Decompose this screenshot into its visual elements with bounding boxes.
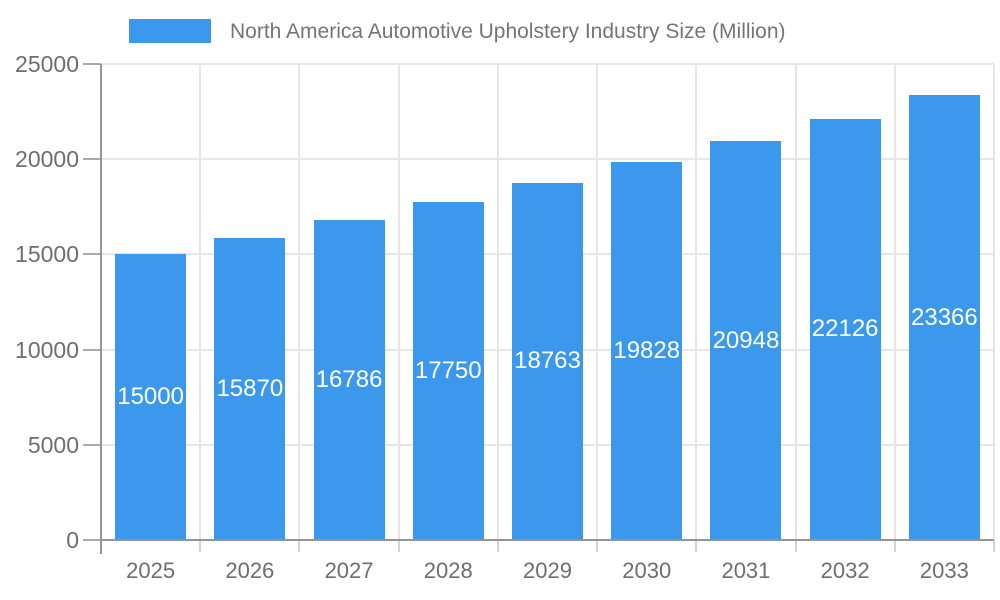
x-gridline bbox=[496, 64, 499, 540]
x-axis-baseline bbox=[100, 539, 994, 541]
legend-swatch bbox=[129, 19, 211, 43]
x-axis-label: 2032 bbox=[820, 558, 870, 583]
y-axis-tick bbox=[83, 253, 101, 256]
x-gridline bbox=[993, 64, 995, 540]
y-gridline bbox=[101, 158, 994, 161]
bar bbox=[412, 202, 484, 540]
y-axis-label: 5000 bbox=[27, 431, 79, 458]
x-gridline bbox=[794, 64, 797, 540]
x-axis-label: 2031 bbox=[721, 558, 771, 583]
bar bbox=[512, 182, 583, 540]
x-axis-label: 2028 bbox=[423, 558, 473, 583]
bar-value-label: 18763 bbox=[514, 347, 581, 375]
bar-value-label: 20948 bbox=[712, 326, 780, 354]
x-gridline bbox=[298, 64, 301, 540]
y-axis-label: 25000 bbox=[15, 51, 79, 77]
bar-value-label: 16786 bbox=[315, 366, 383, 394]
x-gridline bbox=[695, 64, 698, 540]
x-category-tick bbox=[695, 540, 698, 552]
chart-legend: North America Automotive Upholstery Indu… bbox=[0, 0, 1000, 56]
y-axis-label: 15000 bbox=[15, 241, 79, 268]
x-category-tick bbox=[993, 540, 995, 552]
x-category-tick bbox=[298, 540, 301, 552]
x-category-tick bbox=[496, 540, 499, 552]
bar-value-label: 23366 bbox=[911, 303, 978, 331]
x-gridline bbox=[596, 64, 599, 540]
x-axis-label: 2033 bbox=[919, 558, 969, 583]
bar-value-label: 17750 bbox=[414, 357, 482, 385]
x-category-tick bbox=[199, 540, 202, 552]
bar bbox=[115, 254, 187, 540]
x-gridline bbox=[397, 64, 400, 540]
y-axis-tick bbox=[83, 539, 101, 541]
y-axis-tick bbox=[83, 348, 101, 351]
y-axis-label: 10000 bbox=[15, 336, 79, 363]
bar bbox=[611, 162, 683, 540]
y-axis-label: 0 bbox=[66, 527, 79, 553]
bar-value-label: 19828 bbox=[613, 337, 681, 365]
bar-value-label: 22126 bbox=[811, 315, 879, 343]
bar bbox=[214, 237, 286, 540]
x-axis-label: 2025 bbox=[126, 558, 176, 583]
x-axis-label: 2027 bbox=[324, 558, 374, 583]
x-gridline bbox=[199, 64, 202, 540]
x-category-tick bbox=[397, 540, 400, 552]
y-axis-label: 20000 bbox=[15, 146, 79, 173]
bar bbox=[908, 95, 980, 540]
x-category-tick bbox=[893, 540, 896, 552]
x-axis-label: 2030 bbox=[622, 558, 672, 583]
x-category-tick bbox=[596, 540, 599, 552]
legend-series-label: North America Automotive Upholstery Indu… bbox=[230, 20, 786, 43]
bar-value-label: 15000 bbox=[117, 383, 184, 411]
y-axis-line bbox=[100, 64, 102, 554]
y-axis-tick bbox=[83, 443, 101, 446]
y-axis-tick bbox=[83, 63, 101, 65]
x-gridline bbox=[893, 64, 896, 540]
bar bbox=[710, 141, 782, 540]
x-category-tick bbox=[794, 540, 797, 552]
y-axis-tick bbox=[83, 158, 101, 161]
bar bbox=[809, 118, 881, 540]
x-axis-label: 2026 bbox=[225, 558, 275, 583]
bar-value-label: 15870 bbox=[216, 374, 284, 402]
y-gridline bbox=[101, 63, 994, 65]
bar bbox=[313, 220, 385, 540]
x-axis-label: 2029 bbox=[523, 558, 572, 583]
